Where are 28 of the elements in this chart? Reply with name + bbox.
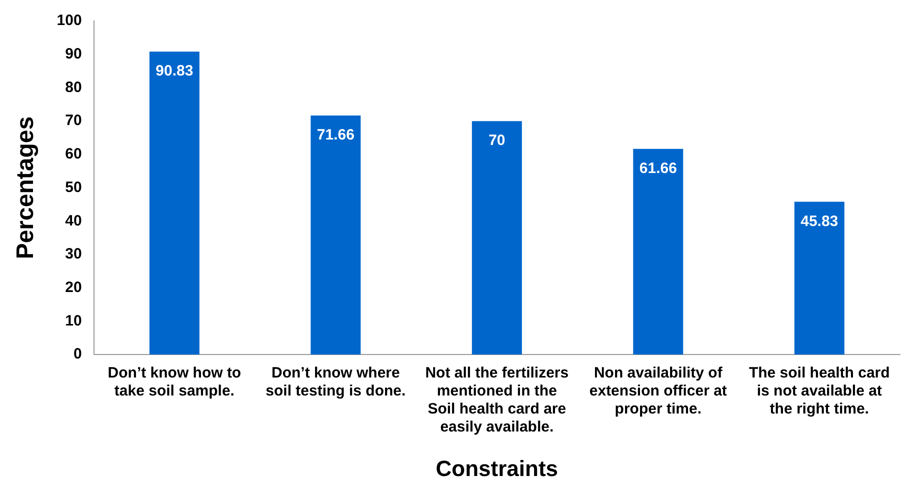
x-tick-label: Don’t know where soil testing is done. [266,364,406,400]
x-axis-title: Constraints [436,456,558,481]
x-tick-label: Don’t know how to take soil sample. [108,364,242,400]
y-tick-label: 100 [56,12,82,30]
y-tick-label: 90 [65,46,82,62]
x-tick-label: Non availability of extension officer at proper time. [589,364,727,418]
bar [149,52,200,355]
y-tick-label: 20 [65,279,82,296]
y-tick-label: 60 [65,146,82,163]
y-tick-label: 30 [65,246,82,263]
data-label: 61.66 [639,160,677,178]
y-tick-label: 70 [65,112,82,130]
y-axis-title: Percentages [12,116,40,260]
x-tick-label: The soil health card is not available at the right time. [748,364,890,418]
bar [633,148,684,355]
y-tick-label: 0 [73,346,82,363]
data-label: 71.66 [316,126,354,144]
data-label: 45.83 [800,212,838,230]
data-label: 70 [488,132,506,150]
data-label: 90.83 [156,62,194,80]
y-tick-label: 80 [65,78,82,96]
y-tick-label: 40 [65,212,82,230]
bar [472,121,522,355]
bar [310,116,361,355]
bar [794,202,844,355]
y-tick-label: 10 [65,312,82,330]
y-tick-label: 50 [65,178,82,196]
x-tick-label: Not all the fertilizers mentioned in the Soil health card are easily available. [425,364,569,436]
